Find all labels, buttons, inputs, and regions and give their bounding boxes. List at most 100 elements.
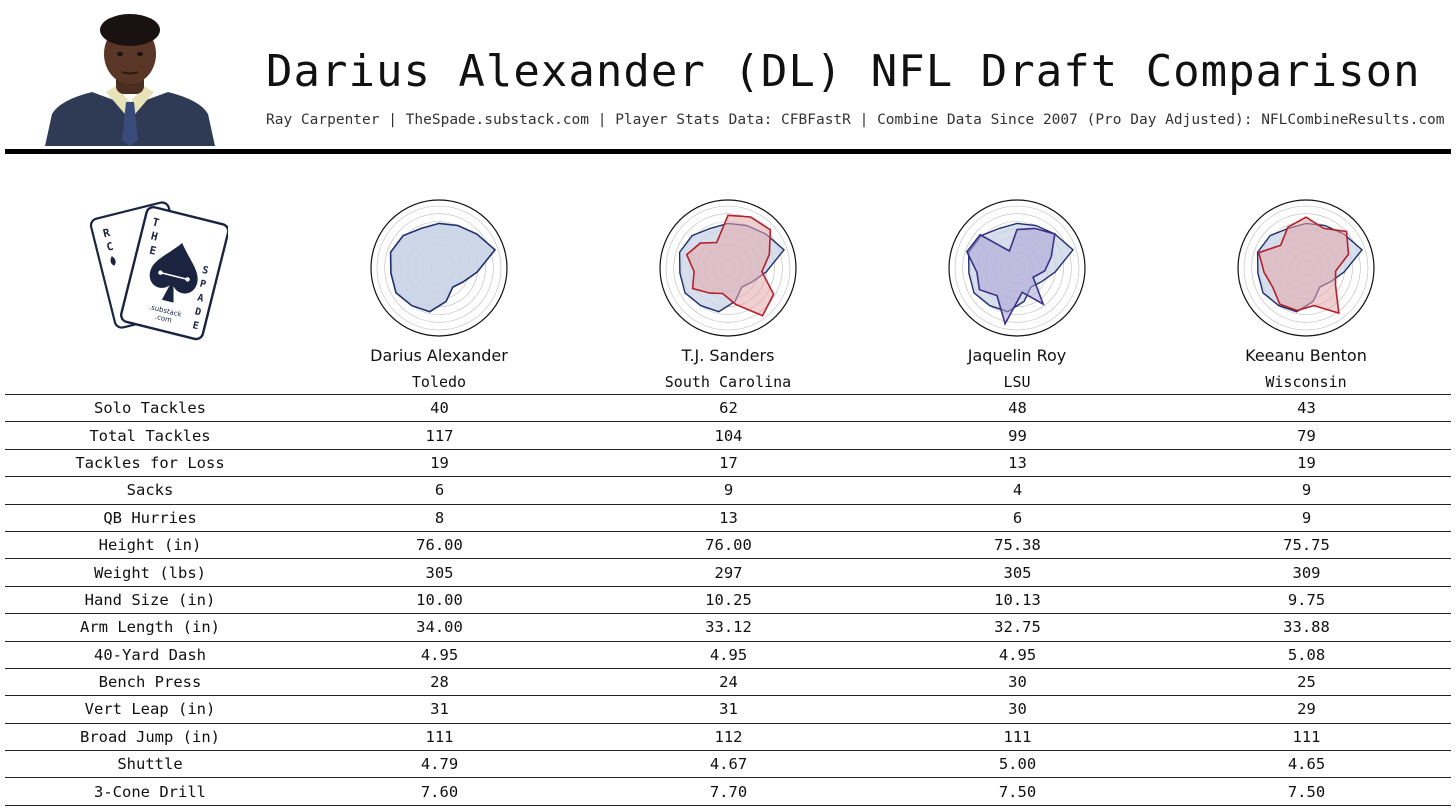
stat-value: 6 [873, 503, 1162, 532]
table-row: Shuttle 4.79 4.67 5.00 4.65 [5, 750, 1451, 778]
stat-value: 79 [1162, 421, 1451, 450]
stat-value: 24 [584, 667, 873, 696]
stat-label: Height (in) [5, 530, 295, 559]
stat-value: 7.70 [584, 777, 873, 806]
stat-value: 30 [873, 667, 1162, 696]
stat-value: 9 [1162, 476, 1451, 505]
stat-value: 9 [1162, 503, 1451, 532]
stat-label: Tackles for Loss [5, 448, 295, 477]
stats-table: Solo Tackles 40 62 48 43 Total Tackles 117 104 9… [5, 393, 1451, 806]
stat-value: 305 [295, 558, 584, 587]
stat-value: 25 [1162, 667, 1451, 696]
stat-value: 309 [1162, 558, 1451, 587]
player-school: Toledo [411, 373, 467, 391]
player-school: LSU [1003, 373, 1031, 391]
table-row: 40-Yard Dash 4.95 4.95 4.95 5.08 [5, 640, 1451, 669]
table-row: Total Tackles 117 104 99 79 [5, 421, 1451, 450]
the-spade-logo: R C T H E S P A D E .substack .com [89, 201, 228, 341]
page-subtitle: Ray Carpenter | TheSpade.substack.com | … [266, 112, 1445, 128]
stat-value: 104 [584, 421, 873, 450]
stat-value: 13 [584, 503, 873, 532]
table-row: QB Hurries 8 13 6 9 [5, 503, 1451, 532]
player-name: Darius Alexander [370, 346, 508, 365]
logo-letter: E [191, 320, 200, 332]
stat-label: Broad Jump (in) [5, 722, 295, 751]
table-row: Broad Jump (in) 111 112 111 111 [5, 722, 1451, 751]
stat-value: 19 [295, 448, 584, 477]
radar-series-polygon [1257, 216, 1350, 315]
stat-value: 33.12 [584, 613, 873, 642]
stat-value: 48 [873, 393, 1162, 422]
stat-value: 76.00 [584, 530, 873, 559]
header-divider [5, 149, 1451, 154]
stat-value: 4.79 [295, 750, 584, 778]
logo-letter: S [201, 265, 210, 277]
stat-label: Shuttle [5, 750, 295, 778]
logo-letter: R [102, 226, 112, 240]
logo-letter: E [148, 244, 158, 258]
radar-series-polygon [389, 222, 497, 313]
stat-value: 62 [584, 393, 873, 422]
stat-label: Solo Tackles [5, 393, 295, 422]
stat-label: Hand Size (in) [5, 585, 295, 614]
radar-gridline [962, 213, 1072, 323]
player-column: T.J. Sanders South Carolina [598, 196, 858, 391]
stat-value: 112 [584, 722, 873, 751]
radar-gridline [954, 205, 1080, 331]
stat-value: 31 [584, 695, 873, 724]
radar-chart [370, 199, 508, 337]
stat-value: 33.88 [1162, 613, 1451, 642]
logo-letter: A [196, 292, 205, 304]
page-title: Darius Alexander (DL) NFL Draft Comparis… [266, 46, 1421, 97]
stat-value: 111 [873, 722, 1162, 751]
stat-value: 17 [584, 448, 873, 477]
stat-value: 4 [873, 476, 1162, 505]
stat-value: 9.75 [1162, 585, 1451, 614]
logo-letter: P [199, 279, 208, 291]
stat-value: 13 [873, 448, 1162, 477]
stat-value: 75.38 [873, 530, 1162, 559]
header: Darius Alexander (DL) NFL Draft Comparis… [0, 0, 1456, 150]
stat-value: 9 [584, 476, 873, 505]
player-column: Jaquelin Roy LSU [887, 196, 1147, 391]
radar-gridline [1251, 213, 1361, 323]
radar-series-polygon [965, 227, 1056, 326]
stat-value: 31 [295, 695, 584, 724]
stat-label: QB Hurries [5, 503, 295, 532]
logo-letter: H [149, 229, 159, 243]
table-row: Vert Leap (in) 31 31 30 29 [5, 695, 1451, 724]
stat-value: 10.13 [873, 585, 1162, 614]
player-name: T.J. Sanders [681, 346, 775, 365]
stat-value: 30 [873, 695, 1162, 724]
radar-chart [1237, 199, 1375, 337]
stat-value: 32.75 [873, 613, 1162, 642]
radar-chart [948, 199, 1086, 337]
player-column: Keeanu Benton Wisconsin [1176, 196, 1436, 391]
player-name: Jaquelin Roy [967, 346, 1067, 365]
stat-value: 117 [295, 421, 584, 450]
table-row: Weight (lbs) 305 297 305 309 [5, 558, 1451, 587]
stat-value: 8 [295, 503, 584, 532]
stat-value: 28 [295, 667, 584, 696]
stat-value: 7.50 [873, 777, 1162, 806]
player-headshot-icon [45, 14, 215, 146]
stat-value: 76.00 [295, 530, 584, 559]
stat-value: 297 [584, 558, 873, 587]
player-school: Wisconsin [1265, 373, 1347, 391]
radar-chart [659, 199, 797, 337]
radar-gridline [384, 213, 494, 323]
logo-letter: D [194, 306, 203, 318]
stat-label: Vert Leap (in) [5, 695, 295, 724]
table-row: 3-Cone Drill 7.60 7.70 7.50 7.50 [5, 777, 1451, 806]
stat-value: 29 [1162, 695, 1451, 724]
stat-value: 7.50 [1162, 777, 1451, 806]
spade-icon [149, 243, 198, 303]
table-row: Hand Size (in) 10.00 10.25 10.13 9.75 [5, 585, 1451, 614]
stat-label: Arm Length (in) [5, 613, 295, 642]
stat-value: 6 [295, 476, 584, 505]
table-row: Arm Length (in) 34.00 33.12 32.75 33.88 [5, 613, 1451, 642]
radar-gridline [665, 205, 791, 331]
stat-value: 19 [1162, 448, 1451, 477]
stat-value: 10.25 [584, 585, 873, 614]
stat-value: 7.60 [295, 777, 584, 806]
